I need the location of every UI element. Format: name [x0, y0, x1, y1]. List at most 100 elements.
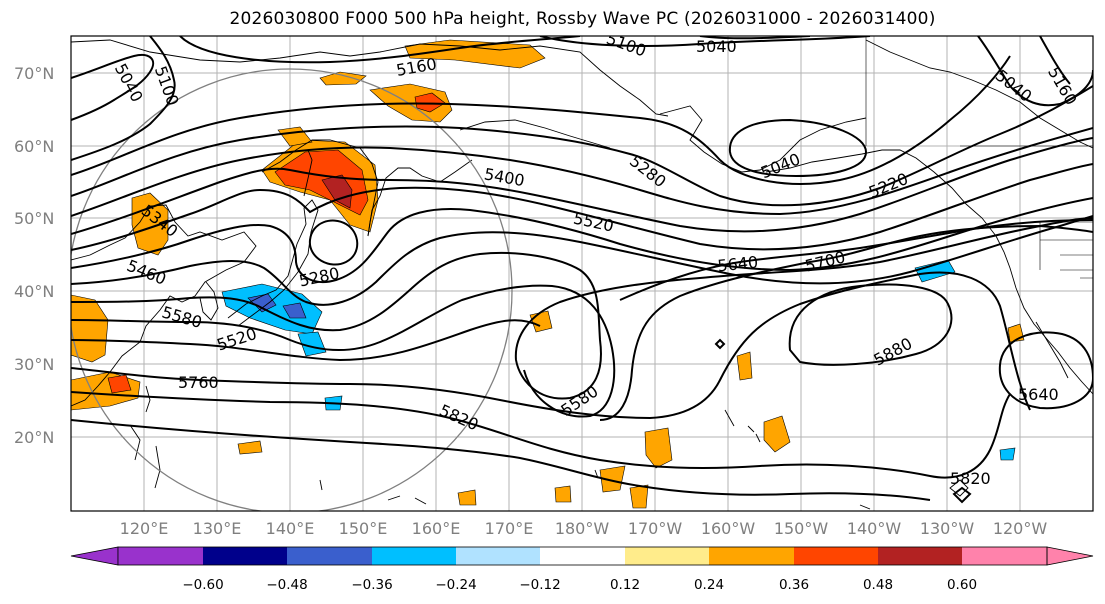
contour-label: 5160	[1044, 64, 1081, 109]
contour-5100	[1039, 36, 1071, 85]
anomaly-negative-skyblue	[999, 447, 1016, 461]
contour-5520	[71, 215, 1093, 306]
latitude-label: 50°N	[14, 209, 54, 228]
contour-5460	[71, 197, 1093, 283]
coastline-taiwan-luzon	[129, 385, 161, 489]
contour-label: 5460	[124, 256, 169, 289]
colorbar-tick-label: 0.12	[610, 577, 640, 593]
contour-5220	[71, 85, 1093, 207]
anomaly-positive-orange	[319, 71, 367, 86]
coastline-baja	[1035, 321, 1069, 379]
colorbar-tick-label: −0.60	[182, 577, 223, 593]
contour-label: 5760	[178, 373, 219, 392]
chart-title: 2026030800 F000 500 hPa height, Rossby W…	[229, 9, 936, 29]
anomaly-positive-orange	[736, 351, 753, 381]
longitude-label: 180°W	[555, 519, 610, 538]
colorbar-tick-label: −0.48	[266, 577, 307, 593]
longitude-label: 150°E	[339, 519, 388, 538]
latitude-label: 70°N	[14, 64, 54, 83]
contour-label: 5700	[803, 247, 847, 275]
colorbar-tick-label: −0.36	[351, 577, 392, 593]
contour-5880-outer	[71, 419, 931, 501]
latitude-axis: 70°N 60°N 50°N 40°N 30°N 20°N	[14, 64, 54, 447]
colorbar-tick-label: 0.48	[863, 577, 893, 593]
contour-label: 5220	[866, 169, 911, 202]
longitude-label: 170°E	[485, 519, 534, 538]
colorbar-segment	[118, 547, 203, 565]
longitude-label: 140°E	[266, 519, 315, 538]
coastline-sakhalin	[303, 149, 313, 197]
contour-5760	[71, 271, 1031, 420]
contour-label: 5280	[297, 263, 341, 290]
coastline-japan	[227, 199, 319, 327]
contour-5340	[71, 137, 1093, 235]
coastline-alaska-south	[765, 149, 997, 237]
contour-5880	[788, 283, 953, 366]
colorbar-segment	[794, 547, 878, 565]
coastline-korea	[199, 281, 219, 321]
colorbar-segment	[540, 547, 625, 565]
anomaly-negative-royalblue	[247, 293, 277, 313]
contour-5100	[539, 36, 871, 47]
colorbar-segment	[709, 547, 794, 565]
colorbar-segment	[878, 547, 962, 565]
longitude-label: 120°E	[120, 519, 169, 538]
anomaly-positive-darkred	[321, 174, 353, 209]
contour-5040	[71, 54, 155, 121]
longitude-label: 140°W	[847, 519, 902, 538]
colorbar-segment	[203, 547, 287, 565]
anomaly-negative-skyblue	[297, 331, 327, 357]
anomaly-positive-orange	[629, 484, 649, 509]
contour-label: 5820	[436, 401, 481, 435]
anomaly-negative-skyblue	[914, 259, 956, 283]
colorbar-tick-label: −0.12	[519, 577, 560, 593]
colorbar-extend-high	[1046, 546, 1094, 566]
contour-5640	[71, 219, 1093, 418]
contour-5160	[71, 55, 1011, 185]
anomaly-negative-royalblue	[282, 302, 307, 319]
colorbar-tick-label: 0.36	[779, 577, 809, 593]
contour-label: 5040	[696, 37, 737, 56]
longitude-label: 160°W	[701, 519, 756, 538]
contour-label: 5040	[758, 149, 803, 182]
colorbar-tick-label: 0.24	[694, 577, 724, 593]
contour-5040	[728, 118, 868, 178]
longitude-label: 120°W	[993, 519, 1048, 538]
latitude-label: 20°N	[14, 428, 54, 447]
coastline-alaska-west	[659, 105, 867, 173]
anomaly-positive-orange	[457, 489, 477, 506]
contour-label: 5100	[151, 63, 183, 108]
longitude-label: 130°W	[920, 519, 975, 538]
contour-5280	[71, 127, 1093, 217]
latitude-label: 60°N	[14, 137, 54, 156]
coastline-kamchatka-kurils	[367, 159, 473, 237]
contour-5640-south	[998, 331, 1093, 410]
colorbar-segment	[962, 547, 1047, 565]
contour-5580	[71, 217, 1093, 400]
colorbar-extend-low	[70, 546, 119, 566]
anomaly-positive-orange	[599, 465, 626, 493]
coastline-chukotka	[459, 119, 611, 149]
colorbar: −0.60 −0.48 −0.36 −0.24 −0.12 0.12 0.24 …	[70, 546, 1094, 593]
islands-pacific	[319, 409, 969, 510]
contour-label-group: 5040 5100 5160 5100 5040 5040 5160 5340 …	[111, 29, 1081, 488]
longitude-label: 150°W	[774, 519, 829, 538]
latitude-label: 40°N	[14, 282, 54, 301]
coastline-siberia	[71, 39, 669, 117]
colorbar-segment	[372, 547, 456, 565]
coastline-arctic-canada	[865, 39, 1093, 149]
latitude-label: 30°N	[14, 355, 54, 374]
contour-label: 5100	[604, 29, 649, 61]
contour-label: 5820	[950, 469, 991, 488]
contour-5640-small	[714, 338, 726, 350]
contour-5100	[71, 36, 176, 161]
rossby-wave-region-circle	[71, 68, 513, 511]
longitude-label: 160°E	[412, 519, 461, 538]
colorbar-tick-label: 0.60	[947, 577, 977, 593]
longitude-axis: 120°E 130°E 140°E 150°E 160°E 170°E 180°…	[120, 519, 1048, 538]
contour-label: 5280	[626, 151, 670, 191]
contour-5820-small	[952, 486, 972, 504]
coastline-north-america-west	[995, 235, 1093, 395]
anomaly-positive-orange	[71, 294, 109, 363]
